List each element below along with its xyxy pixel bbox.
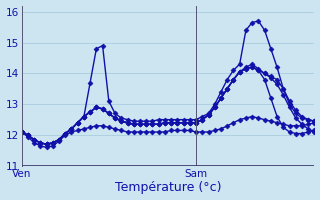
X-axis label: Température (°c): Température (°c) (115, 181, 221, 194)
